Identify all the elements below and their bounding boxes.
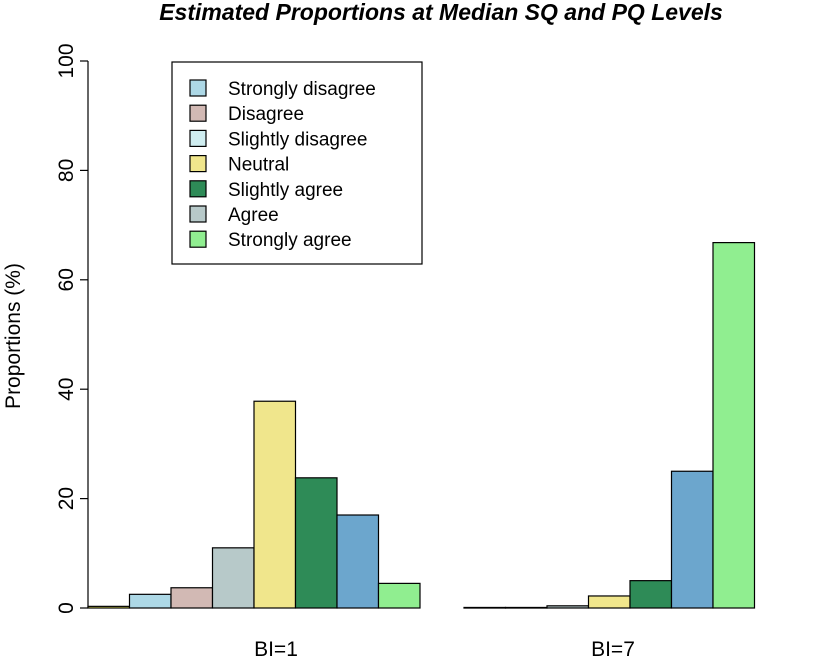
- chart-title: Estimated Proportions at Median SQ and P…: [159, 0, 723, 25]
- legend-label: Slightly disagree: [228, 129, 367, 150]
- legend-label: Neutral: [228, 155, 289, 176]
- y-axis-label: Proportions (%): [2, 263, 25, 409]
- bar: [211, 547, 255, 609]
- legend-label: Disagree: [228, 104, 304, 125]
- bar: [336, 514, 380, 609]
- bar: [504, 606, 548, 609]
- legend-swatch: [189, 180, 207, 198]
- bar: [463, 606, 507, 609]
- legend-label: Strongly agree: [228, 230, 352, 251]
- bar: [546, 605, 590, 609]
- bar: [294, 477, 338, 609]
- y-tick-label: 0: [55, 602, 78, 614]
- x-tick-label: BI=1: [254, 638, 298, 659]
- y-tick-label: 40: [55, 378, 78, 401]
- legend-swatch: [189, 205, 207, 223]
- bars: [87, 242, 756, 609]
- legend-swatch: [189, 79, 207, 97]
- legend-swatch: [189, 155, 207, 173]
- x-tick-label: BI=7: [591, 638, 635, 659]
- bar: [670, 470, 714, 609]
- y-tick-label: 60: [55, 268, 78, 291]
- legend-swatch: [189, 129, 207, 147]
- y-ticks: 0 20 40 60 80 100: [55, 43, 88, 614]
- legend-label: Agree: [228, 205, 279, 226]
- bar: [587, 595, 631, 609]
- bar: [87, 605, 131, 609]
- legend: Strongly disagree Disagree Slightly disagr…: [171, 61, 423, 265]
- bar: [712, 242, 756, 609]
- bar: [253, 400, 297, 609]
- bar: [377, 582, 421, 609]
- bar: [629, 580, 673, 609]
- y-tick-label: 100: [55, 43, 78, 78]
- legend-label: Slightly agree: [228, 180, 343, 201]
- y-tick-label: 20: [55, 487, 78, 510]
- bar: [128, 593, 172, 609]
- bar: [170, 587, 214, 609]
- legend-swatch: [189, 104, 207, 122]
- legend-label: Strongly disagree: [228, 79, 376, 100]
- legend-box: [171, 61, 423, 265]
- x-labels: BI=1 BI=7: [254, 638, 635, 659]
- legend-swatch: [189, 230, 207, 248]
- y-tick-label: 80: [55, 159, 78, 182]
